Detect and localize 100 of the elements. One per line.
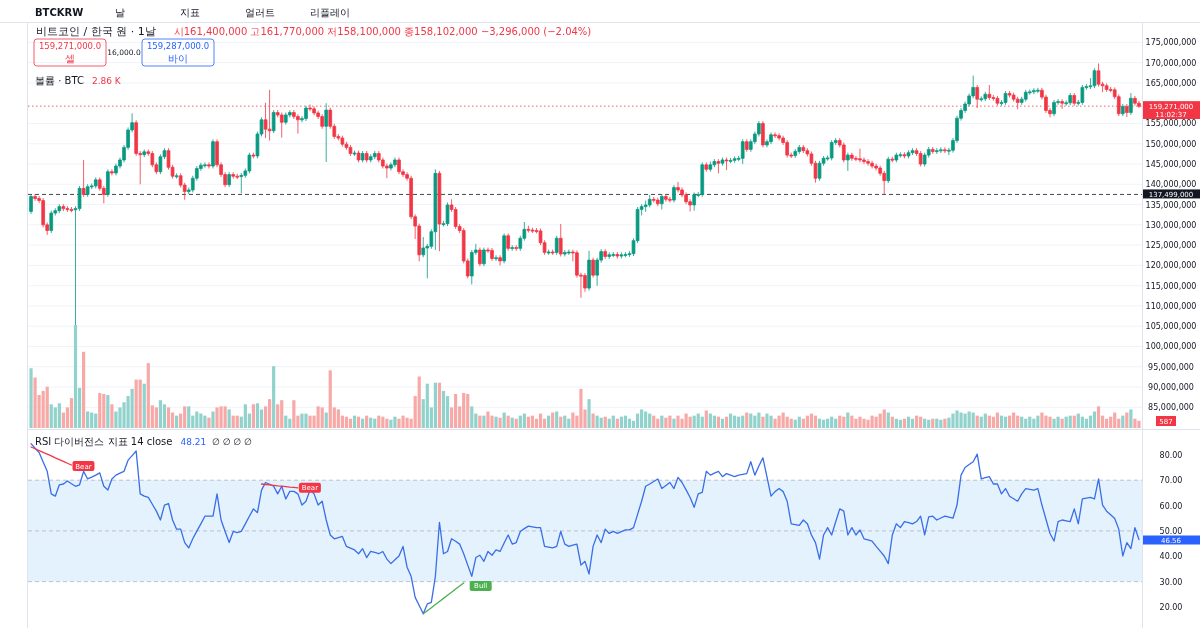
- bar: [433, 382, 437, 428]
- candlestick: [987, 84, 992, 101]
- bar: [1129, 409, 1133, 428]
- bar: [102, 394, 106, 428]
- candlestick: [279, 112, 284, 139]
- candlestick: [1003, 90, 1008, 106]
- candlestick: [433, 168, 438, 251]
- candlestick: [882, 170, 887, 195]
- candlestick: [498, 254, 502, 266]
- y-tick-label: 80.00: [1159, 450, 1183, 460]
- text: 지표: [180, 7, 200, 18]
- y-tick-label: 85,000,000: [1148, 403, 1194, 413]
- bar: [1003, 416, 1008, 428]
- chart-title: 비트코인 / 한국 원 · 1날: [36, 25, 156, 38]
- bar: [660, 415, 664, 428]
- bar: [571, 412, 575, 428]
- y-tick-label: 95,000,000: [1148, 362, 1194, 372]
- bar: [158, 400, 163, 428]
- bar: [1113, 412, 1117, 428]
- candlestick: [478, 247, 482, 267]
- bar: [187, 406, 191, 428]
- bar: [114, 411, 118, 428]
- bar: [910, 418, 915, 428]
- candlestick: [550, 249, 555, 256]
- candlestick: [1023, 89, 1028, 102]
- bar: [947, 417, 951, 428]
- bar: [110, 404, 114, 428]
- bar: [640, 409, 644, 428]
- bar: [494, 416, 498, 428]
- bar: [789, 418, 793, 428]
- candlestick: [1052, 99, 1056, 117]
- bar: [874, 416, 878, 428]
- candlestick: [934, 147, 939, 155]
- bar: [1036, 415, 1040, 428]
- candlestick: [526, 225, 531, 233]
- candlestick: [708, 161, 713, 173]
- bar: [138, 379, 142, 428]
- bar: [716, 416, 721, 428]
- bar: [1012, 412, 1016, 428]
- bar: [255, 403, 260, 428]
- bar: [935, 418, 939, 428]
- candlestick: [692, 192, 696, 212]
- y-tick-label: 140,000,000: [1145, 180, 1197, 190]
- bar: [591, 413, 595, 428]
- bar: [551, 412, 555, 428]
- candlestick: [203, 162, 207, 169]
- bar: [223, 406, 227, 428]
- bar: [943, 418, 947, 428]
- bar: [365, 415, 369, 428]
- bar: [1056, 416, 1060, 428]
- bar: [417, 376, 421, 428]
- candlestick: [514, 244, 519, 252]
- candlestick: [340, 135, 345, 147]
- bar: [971, 412, 975, 428]
- bar: [389, 419, 393, 428]
- bar: [207, 417, 211, 428]
- bar: [490, 415, 494, 428]
- candlestick: [858, 148, 862, 163]
- bar: [1068, 415, 1072, 428]
- candlestick: [1007, 90, 1012, 98]
- candlestick: [664, 193, 668, 203]
- y-tick-label: 170,000,000: [1145, 58, 1197, 68]
- y-tick-label: 150,000,000: [1145, 139, 1197, 149]
- bar: [914, 415, 919, 428]
- bar: [749, 413, 753, 428]
- candlestick: [372, 150, 377, 160]
- bar: [611, 415, 615, 428]
- bar: [939, 419, 943, 428]
- candlestick: [829, 139, 834, 161]
- candlestick: [720, 157, 725, 167]
- y-tick-label: 135,000,000: [1145, 200, 1197, 210]
- candlestick: [672, 184, 676, 203]
- candlestick: [368, 153, 373, 163]
- bar: [29, 368, 33, 428]
- bar: [603, 416, 607, 428]
- bar: [757, 412, 761, 428]
- bar: [316, 406, 320, 428]
- bar: [765, 413, 769, 428]
- candlestick: [502, 232, 506, 264]
- bar: [826, 418, 830, 428]
- candlestick: [1068, 92, 1073, 106]
- bar: [931, 418, 935, 428]
- bar: [308, 415, 312, 428]
- bar: [57, 403, 61, 428]
- candlestick: [850, 152, 854, 162]
- bar: [1096, 406, 1101, 428]
- y-tick-label: 105,000,000: [1145, 322, 1197, 332]
- bar: [300, 413, 304, 428]
- bar: [154, 407, 158, 428]
- bar: [1137, 420, 1141, 428]
- candlestick: [716, 158, 721, 174]
- bar: [987, 415, 991, 428]
- annotation: 바이: [168, 53, 188, 64]
- y-tick-label: 110,000,000: [1145, 301, 1197, 311]
- candlestick: [562, 249, 567, 257]
- bar: [510, 417, 514, 428]
- candlestick: [65, 205, 70, 213]
- bar: [688, 416, 692, 428]
- text: RSI 다이버전스 지표 14 close: [35, 436, 173, 447]
- bar: [441, 390, 446, 428]
